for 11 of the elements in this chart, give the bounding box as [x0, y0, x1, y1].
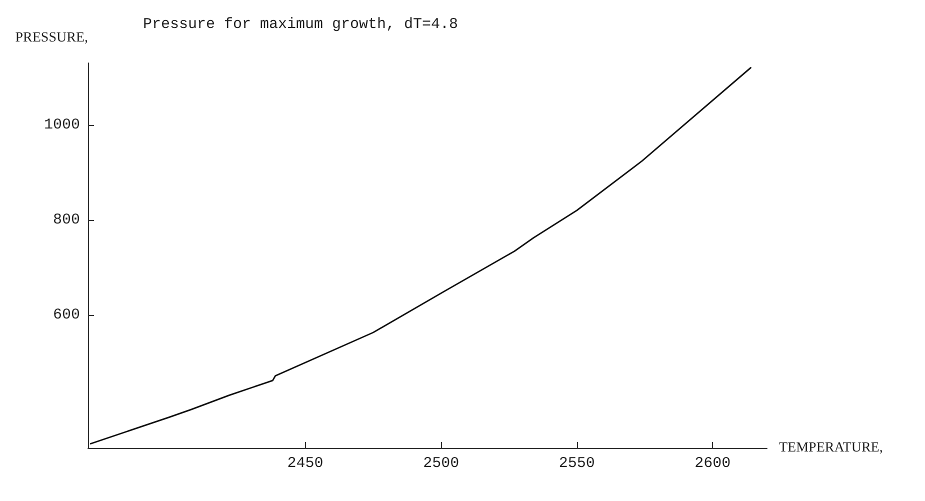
y-axis-title: PRESSURE, [15, 30, 88, 46]
x-tick-label: 2550 [558, 455, 595, 472]
y-tick-label: 800 [52, 211, 80, 228]
line-series [90, 67, 752, 444]
x-tick-label: 2450 [287, 455, 324, 472]
y-tick-label: 1000 [44, 116, 80, 134]
x-tick-label: 2600 [694, 455, 731, 472]
chart-title: Pressure for maximum growth, dT=4.8 [143, 16, 458, 33]
x-axis-title: TEMPERATURE, [779, 440, 883, 456]
y-tick-label: 600 [52, 306, 80, 324]
x-tick-label: 2500 [423, 455, 460, 472]
